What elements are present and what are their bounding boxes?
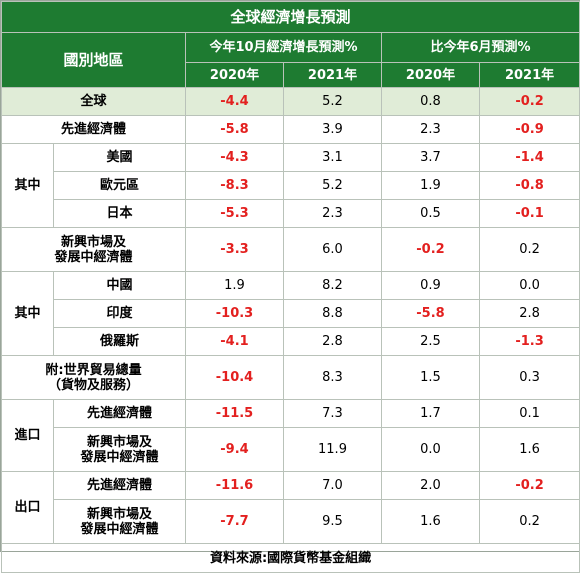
value-cell: 9.5 (283, 499, 382, 544)
table-row: 日本 -5.3 2.3 0.5 -0.1 (2, 199, 580, 228)
table-row: 新興市場及 發展中經濟體 -7.7 9.5 1.6 0.2 (2, 499, 580, 544)
table-row: 歐元區 -8.3 5.2 1.9 -0.8 (2, 171, 580, 200)
row-group-label: 其中 (1, 271, 54, 356)
row-label: 歐元區 (53, 171, 186, 200)
value-cell: -5.8 (185, 115, 284, 144)
table-row: 先進經濟體 -5.8 3.9 2.3 -0.9 (1, 115, 580, 144)
value-cell: -10.4 (185, 355, 284, 400)
value-cell: -1.3 (478, 327, 580, 356)
value-cell: 8.2 (283, 271, 382, 300)
value-cell: 8.3 (283, 355, 382, 400)
value-cell: 0.1 (478, 399, 580, 428)
table-row: 印度 -10.3 8.8 -5.8 2.8 (2, 299, 580, 328)
value-cell: 0.8 (381, 87, 480, 116)
value-cell: 0.3 (478, 355, 580, 400)
value-cell: -3.3 (185, 227, 284, 272)
value-cell: -0.8 (478, 171, 580, 200)
table-row: 其中 中國 1.9 8.2 0.9 0.0 (1, 271, 580, 356)
value-cell: 5.2 (283, 171, 382, 200)
value-cell: -11.6 (185, 471, 284, 500)
row-group-label: 出口 (1, 471, 54, 544)
table-row: 附:世界貿易總量 （貨物及服務） -10.4 8.3 1.5 0.3 (1, 355, 580, 400)
table-row: 新興市場及 發展中經濟體 -3.3 6.0 -0.2 0.2 (1, 227, 580, 272)
year-header-june-2020: 2020年 (381, 62, 480, 88)
row-label: 附:世界貿易總量 （貨物及服務） (1, 355, 186, 400)
value-cell: -0.2 (381, 227, 480, 272)
value-cell: 2.8 (478, 299, 580, 328)
value-cell: 7.0 (283, 471, 382, 500)
oct-forecast-group-header: 今年10月經濟增長預測% (185, 32, 382, 63)
value-cell: 0.9 (381, 271, 480, 300)
value-cell: 5.2 (283, 87, 382, 116)
value-cell: 1.9 (381, 171, 480, 200)
table-row: 進口 先進經濟體 -11.5 7.3 1.7 0.1 (1, 399, 580, 472)
value-cell: -4.4 (185, 87, 284, 116)
value-cell: 2.5 (381, 327, 480, 356)
value-cell: -0.2 (478, 471, 580, 500)
value-cell: 0.0 (381, 427, 480, 472)
row-label: 新興市場及 發展中經濟體 (1, 227, 186, 272)
row-label: 全球 (1, 87, 186, 116)
value-cell: 0.2 (478, 227, 580, 272)
row-label: 新興市場及 發展中經濟體 (53, 427, 186, 472)
row-label: 中國 (53, 271, 186, 300)
row-label: 先進經濟體 (53, 471, 186, 500)
row-label: 美國 (53, 143, 186, 172)
value-cell: 1.6 (478, 427, 580, 472)
value-cell: 11.9 (283, 427, 382, 472)
value-cell: -1.4 (478, 143, 580, 172)
table-title: 全球經濟增長預測 (0, 1, 580, 33)
source-note: 資料來源:國際貨幣基金組織 (0, 543, 580, 573)
value-cell: 1.6 (381, 499, 480, 544)
value-cell: -4.1 (185, 327, 284, 356)
table-row: 俄羅斯 -4.1 2.8 2.5 -1.3 (2, 327, 580, 356)
year-header-june-2021: 2021年 (478, 62, 580, 88)
value-cell: 2.8 (283, 327, 382, 356)
value-cell: -11.5 (185, 399, 284, 428)
value-cell: 1.5 (381, 355, 480, 400)
value-cell: -0.1 (478, 199, 580, 228)
value-cell: -8.3 (185, 171, 284, 200)
year-header-oct-2021: 2021年 (283, 62, 382, 88)
row-label: 先進經濟體 (53, 399, 186, 428)
value-cell: 2.3 (283, 199, 382, 228)
value-cell: 2.0 (381, 471, 480, 500)
row-label: 印度 (53, 299, 186, 328)
table-row: 出口 先進經濟體 -11.6 7.0 2.0 -0.2 (1, 471, 580, 544)
row-label: 日本 (53, 199, 186, 228)
value-cell: -7.7 (185, 499, 284, 544)
value-cell: 1.9 (185, 271, 284, 300)
value-cell: 3.1 (283, 143, 382, 172)
row-label: 新興市場及 發展中經濟體 (53, 499, 186, 544)
value-cell: 0.2 (478, 499, 580, 544)
value-cell: 3.9 (283, 115, 382, 144)
table-row: 新興市場及 發展中經濟體 -9.4 11.9 0.0 1.6 (2, 427, 580, 472)
table-row: 全球 -4.4 5.2 0.8 -0.2 (1, 87, 580, 116)
june-comparison-group-header: 比今年6月預測% (380, 32, 580, 63)
row-group-label: 進口 (1, 399, 54, 472)
row-label: 俄羅斯 (53, 327, 186, 356)
value-cell: 0.0 (478, 271, 580, 300)
year-header-oct-2020: 2020年 (185, 62, 284, 88)
value-cell: -5.3 (185, 199, 284, 228)
value-cell: -10.3 (185, 299, 284, 328)
value-cell: -5.8 (381, 299, 480, 328)
value-cell: 7.3 (283, 399, 382, 428)
value-cell: 1.7 (381, 399, 480, 428)
row-group-label: 其中 (1, 143, 54, 228)
value-cell: -9.4 (185, 427, 284, 472)
region-column-header: 國別地區 (1, 32, 186, 88)
value-cell: 3.7 (381, 143, 480, 172)
value-cell: 0.5 (381, 199, 480, 228)
table-row: 其中 美國 -4.3 3.1 3.7 -1.4 (1, 143, 580, 228)
value-cell: 8.8 (283, 299, 382, 328)
value-cell: 2.3 (381, 115, 480, 144)
value-cell: -0.9 (478, 115, 580, 144)
row-label: 先進經濟體 (1, 115, 186, 144)
value-cell: -4.3 (185, 143, 284, 172)
value-cell: -0.2 (478, 87, 580, 116)
value-cell: 6.0 (283, 227, 382, 272)
